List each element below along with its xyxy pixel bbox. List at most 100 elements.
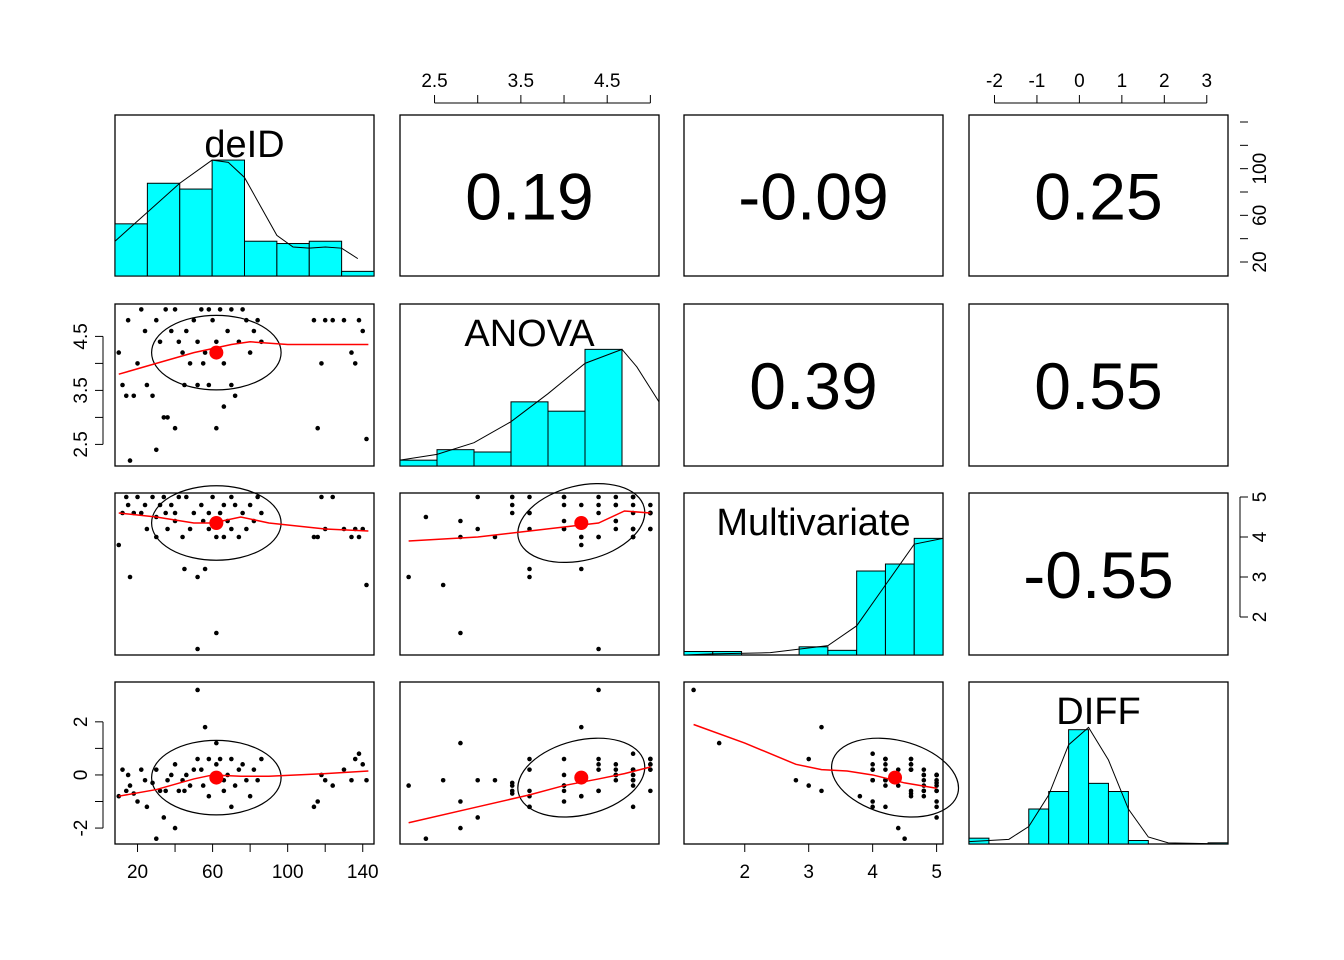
data-point [214, 339, 219, 345]
data-point [138, 510, 144, 516]
data-point [883, 783, 888, 788]
data-point [870, 804, 875, 810]
data-point [176, 339, 182, 345]
data-point [561, 756, 567, 762]
centroid-point [574, 516, 589, 530]
data-point [240, 762, 245, 767]
data-point [341, 767, 347, 772]
axis-tick-label: 100 [272, 862, 304, 883]
data-point [819, 724, 824, 730]
panel-frame-2-0 [114, 492, 375, 656]
data-point [908, 756, 914, 762]
data-point [921, 772, 927, 778]
data-point [138, 307, 144, 312]
data-point [214, 630, 219, 636]
data-point [142, 328, 148, 334]
data-point [579, 724, 584, 730]
data-point [210, 317, 215, 323]
centroid-point [574, 770, 589, 785]
data-point [142, 502, 148, 508]
data-point [908, 788, 914, 794]
data-point [352, 756, 358, 762]
data-point [200, 518, 206, 524]
data-point [527, 510, 532, 516]
axis-tick-label: 60 [1250, 205, 1271, 226]
data-point [251, 328, 257, 334]
data-point [322, 317, 328, 323]
data-point [475, 815, 481, 820]
data-point [125, 502, 131, 508]
data-point [319, 361, 324, 366]
data-point [630, 502, 636, 508]
scatter-panel-diff-vs-anova [406, 687, 653, 841]
data-point [259, 510, 264, 516]
data-point [883, 804, 888, 810]
data-point [561, 788, 567, 794]
histogram-bar-multivariate [856, 570, 886, 656]
data-point [319, 494, 324, 500]
data-point [221, 534, 227, 540]
data-point [311, 534, 317, 540]
axis-tick-label: -2 [71, 820, 92, 837]
panel-frame-2-3 [968, 492, 1229, 656]
data-point [908, 767, 914, 772]
data-point [870, 777, 875, 783]
data-point [579, 534, 584, 540]
axis-tick-label: 2.5 [421, 71, 447, 92]
data-point [691, 687, 696, 693]
data-point [214, 425, 219, 431]
data-point [123, 788, 129, 794]
centroid-point [209, 516, 224, 530]
panel-frame-3-1 [399, 681, 660, 845]
data-point [596, 510, 601, 516]
data-point [458, 518, 463, 524]
histogram-bar-deid [211, 159, 245, 277]
correlation-ellipse [150, 739, 282, 816]
data-point [458, 740, 463, 746]
data-point [596, 494, 601, 500]
axis-tick-label: 3.5 [508, 71, 534, 92]
data-point [596, 788, 601, 794]
data-point [221, 404, 227, 409]
loess-smoother [118, 770, 369, 797]
data-point [206, 793, 212, 799]
panel-frame-0-2 [683, 114, 944, 277]
data-point [596, 767, 601, 772]
data-point [908, 762, 914, 767]
data-point [341, 317, 347, 323]
data-point [169, 502, 174, 508]
loess-smoother [408, 510, 651, 542]
axis-tick-label: 4.5 [594, 71, 620, 92]
data-point [509, 783, 515, 788]
data-point [199, 502, 204, 508]
data-point [458, 799, 463, 804]
correlation-value: -0.09 [738, 160, 888, 234]
data-point [934, 804, 939, 810]
axis-tick-label: 3.5 [71, 377, 92, 403]
histogram-bar-multivariate [827, 649, 858, 656]
data-point [895, 825, 901, 831]
data-point [176, 494, 182, 500]
data-point [596, 646, 601, 652]
data-point [527, 756, 532, 762]
data-point [247, 350, 253, 355]
data-point [172, 425, 178, 431]
histogram-bar-deid [114, 223, 148, 277]
histogram-bar-anova [510, 401, 549, 467]
data-point [716, 740, 722, 746]
data-point [163, 788, 168, 794]
data-point [191, 317, 197, 323]
data-point [356, 534, 362, 540]
data-point [135, 494, 140, 500]
data-point [322, 777, 328, 783]
axis-tick-label: 2 [739, 862, 750, 883]
data-point [195, 574, 200, 580]
data-point [648, 502, 653, 508]
loess-smoother [118, 512, 369, 532]
data-point [161, 815, 167, 820]
histogram-bar-deid [179, 188, 213, 277]
data-point [934, 788, 939, 794]
data-point [596, 534, 601, 540]
panel-frame-0-1 [399, 114, 660, 277]
